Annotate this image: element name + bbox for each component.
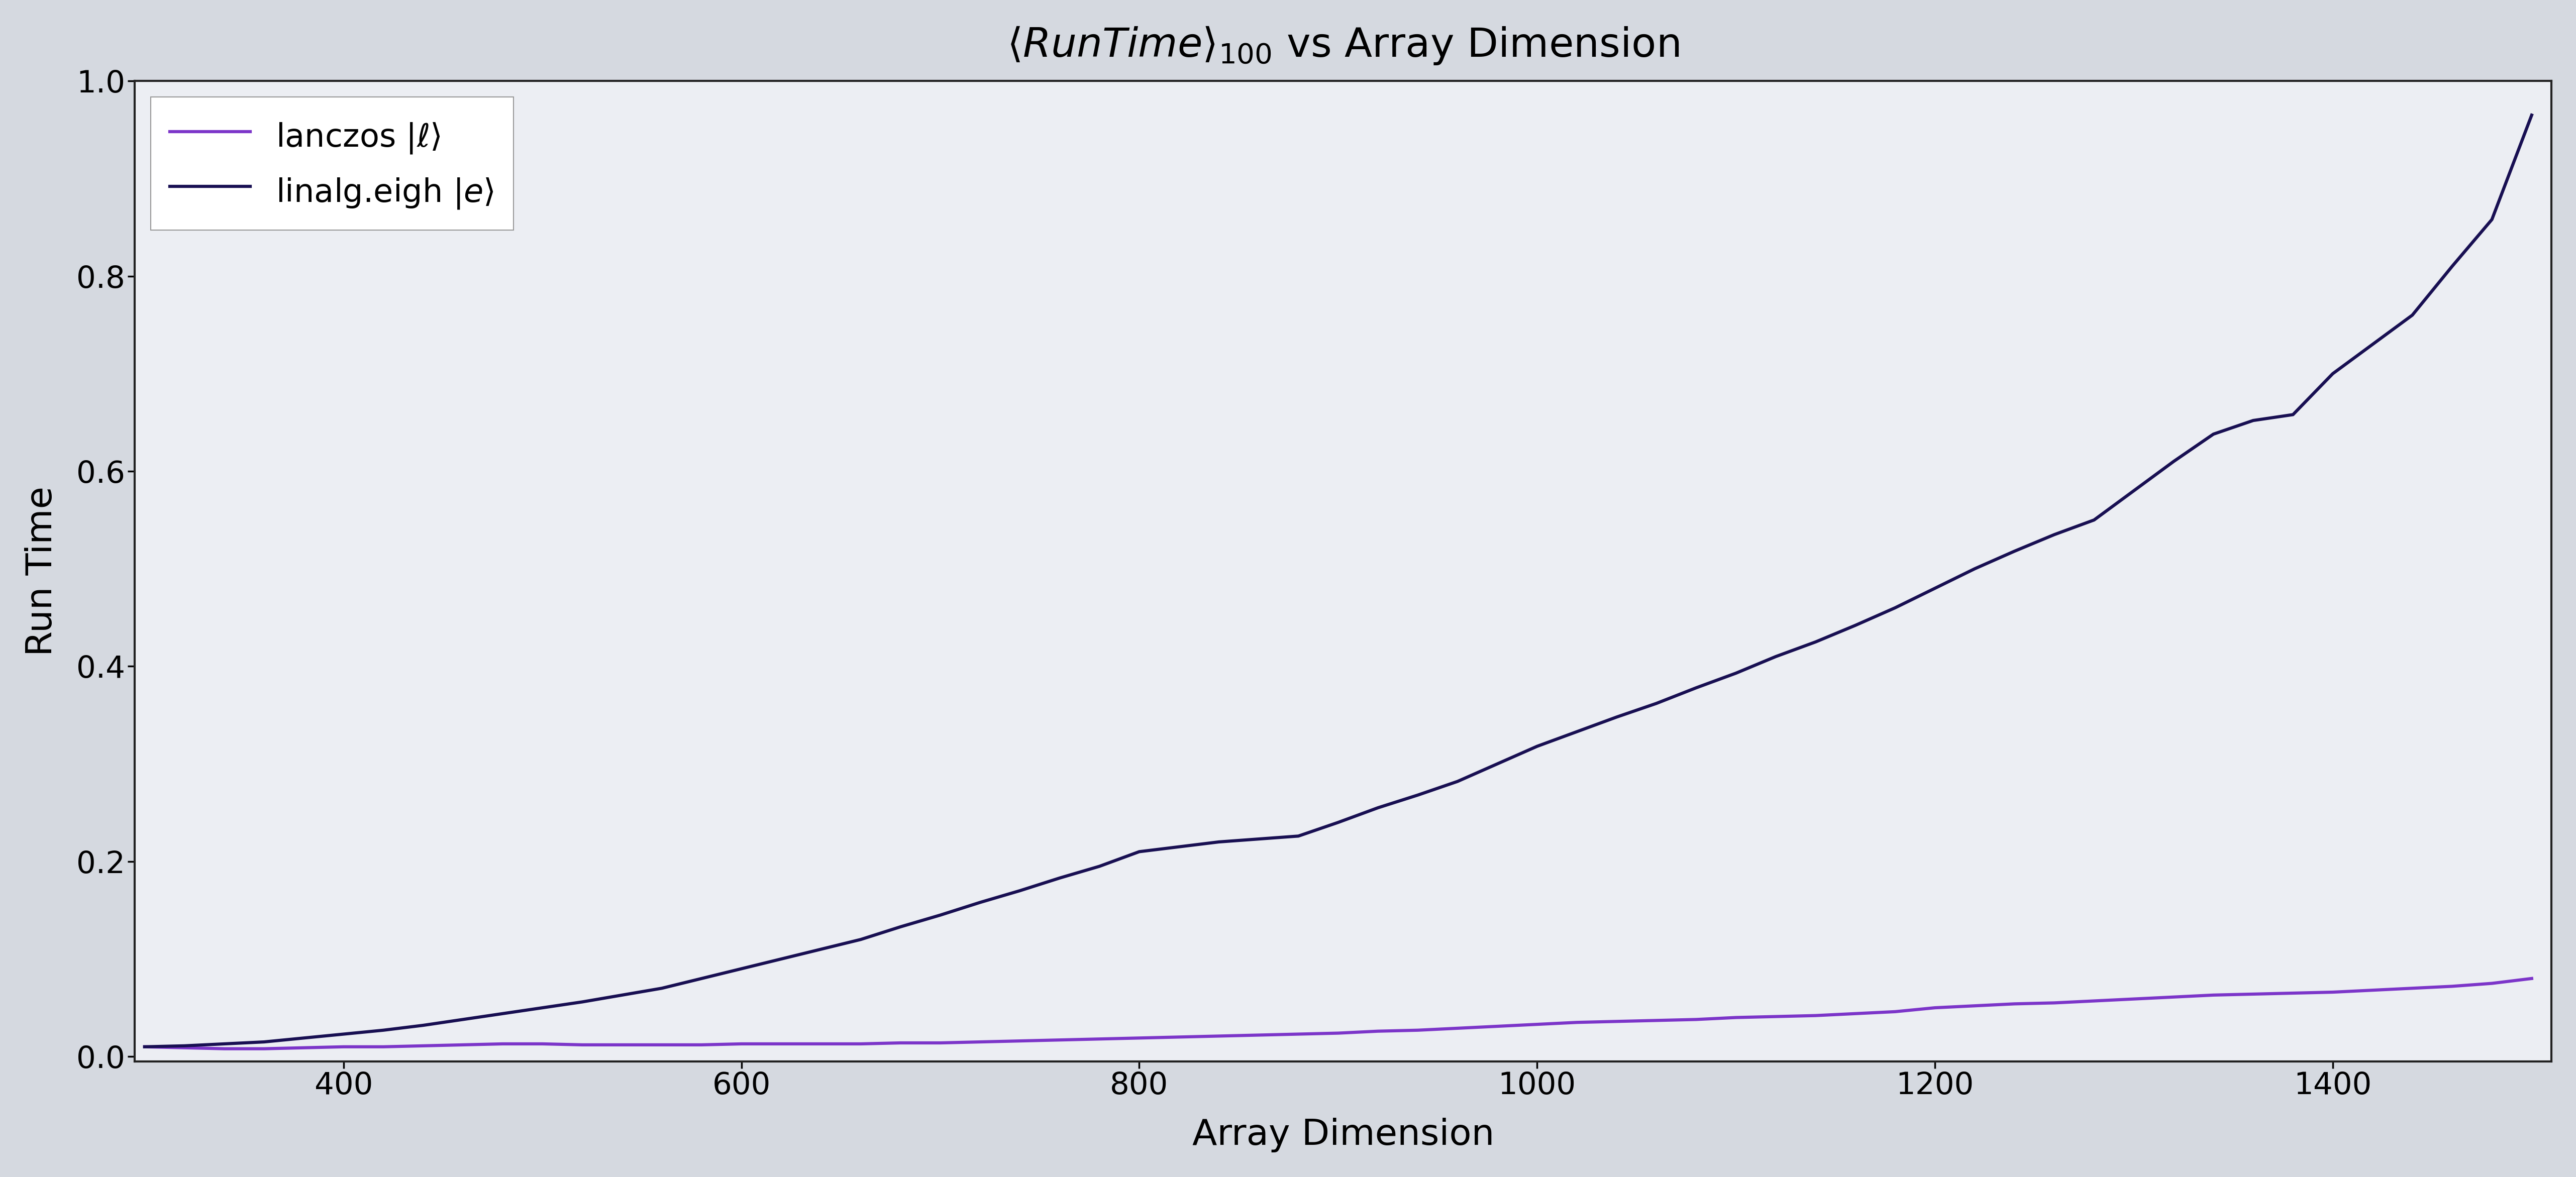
lanczos $|\ell\rangle$ xyxy=(726,1037,757,1051)
lanczos $|\ell\rangle$ xyxy=(647,1038,677,1052)
lanczos $|\ell\rangle$ xyxy=(1443,1022,1473,1036)
linalg.eigh $|e\rangle$ xyxy=(963,896,994,910)
lanczos $|\ell\rangle$ xyxy=(1005,1033,1036,1048)
linalg.eigh $|e\rangle$ xyxy=(2197,427,2228,441)
lanczos $|\ell\rangle$ xyxy=(1602,1015,1633,1029)
linalg.eigh $|e\rangle$ xyxy=(1401,789,1432,803)
Y-axis label: Run Time: Run Time xyxy=(23,486,59,656)
linalg.eigh $|e\rangle$ xyxy=(1561,725,1592,739)
linalg.eigh $|e\rangle$ xyxy=(129,1039,160,1053)
linalg.eigh $|e\rangle$ xyxy=(685,971,716,985)
Legend: lanczos $|\ell\rangle$, linalg.eigh $|e\rangle$: lanczos $|\ell\rangle$, linalg.eigh $|e\… xyxy=(152,97,513,230)
Line: lanczos $|\ell\rangle$: lanczos $|\ell\rangle$ xyxy=(144,978,2532,1049)
lanczos $|\ell\rangle$ xyxy=(2517,971,2548,985)
Line: linalg.eigh $|e\rangle$: linalg.eigh $|e\rangle$ xyxy=(144,115,2532,1046)
linalg.eigh $|e\rangle$ xyxy=(2517,108,2548,122)
lanczos $|\ell\rangle$ xyxy=(2239,988,2269,1002)
lanczos $|\ell\rangle$ xyxy=(209,1042,240,1056)
Title: $\langle\mathit{RunTime}\rangle_{100}$ vs Array Dimension: $\langle\mathit{RunTime}\rangle_{100}$ v… xyxy=(1007,25,1680,66)
X-axis label: Array Dimension: Array Dimension xyxy=(1193,1118,1494,1152)
lanczos $|\ell\rangle$ xyxy=(129,1039,160,1053)
linalg.eigh $|e\rangle$ xyxy=(605,988,636,1002)
